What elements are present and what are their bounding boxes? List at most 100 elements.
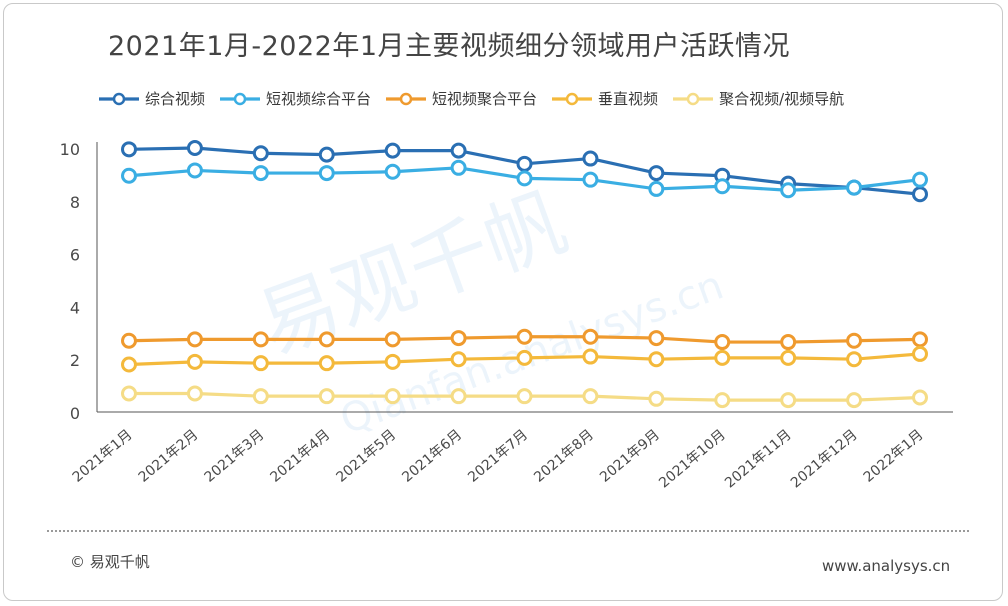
data-point [186, 140, 203, 156]
legend-swatch [99, 92, 139, 105]
data-point [318, 388, 335, 405]
data-point [516, 170, 533, 187]
data-point [846, 392, 863, 409]
data-point [450, 159, 467, 176]
data-point [252, 388, 269, 405]
data-point [582, 171, 599, 188]
data-point [384, 331, 401, 348]
x-tick-label: 2021年1月 [70, 427, 136, 486]
data-point [450, 388, 467, 405]
legend-label: 短视频综合平台 [266, 90, 372, 108]
data-point [121, 141, 137, 158]
data-point [121, 167, 137, 184]
data-point [318, 355, 335, 372]
chart-title: 2021年1月-2022年1月主要视频细分领域用户活跃情况 [108, 31, 791, 62]
data-point [121, 385, 137, 402]
y-tick-label: 6 [70, 246, 80, 265]
data-point [582, 348, 599, 365]
data-point [648, 351, 665, 368]
data-point [384, 163, 401, 180]
data-point [780, 349, 797, 366]
data-point [648, 165, 665, 182]
x-tick-label: 2022年1月 [861, 427, 927, 486]
x-tick-label: 2021年7月 [465, 427, 531, 486]
x-tick-label: 2021年2月 [136, 427, 202, 486]
data-point [912, 345, 928, 362]
data-point [450, 351, 467, 368]
data-point [714, 178, 731, 195]
x-tick-label: 2021年8月 [531, 427, 597, 486]
data-point [384, 142, 401, 159]
legend-label: 垂直视频 [598, 90, 659, 108]
legend-swatch [552, 92, 593, 105]
legend-label: 聚合视频/视频导航 [719, 90, 845, 108]
data-point [516, 155, 533, 172]
data-point [648, 180, 665, 197]
data-point [384, 388, 401, 405]
y-tick-label: 0 [70, 404, 80, 423]
x-tick-label: 2021年6月 [399, 427, 465, 486]
data-point [714, 392, 731, 409]
data-point [780, 182, 797, 199]
data-point [582, 388, 599, 405]
data-point [912, 331, 928, 348]
legend-item: 垂直视频 [551, 88, 658, 109]
data-point [780, 392, 797, 409]
data-point [912, 186, 928, 203]
data-point [516, 328, 533, 345]
data-point [252, 355, 269, 372]
data-point [186, 353, 203, 370]
data-point [252, 165, 269, 182]
chart-legend: 综合视频 短视频综合平台 短视频聚合平台 垂直视频 聚合视频/视频导航 [98, 88, 858, 109]
legend-label: 短视频聚合平台 [432, 90, 538, 108]
legend-item: 短视频聚合平台 [385, 88, 537, 109]
y-tick-label: 2 [70, 351, 80, 370]
footer-divider [47, 530, 969, 532]
data-point [714, 334, 731, 351]
data-point [252, 145, 269, 162]
data-point [186, 331, 203, 348]
site-url: www.analysys.cn [822, 557, 951, 575]
legend-item: 综合视频 [98, 88, 205, 109]
data-point [912, 171, 928, 188]
data-point [846, 351, 863, 368]
legend-label: 综合视频 [145, 90, 206, 108]
legend-swatch [386, 92, 427, 105]
data-point [714, 349, 731, 366]
x-tick-label: 2021年10月 [656, 427, 729, 492]
copyright-text: © 易观千帆 [70, 553, 150, 571]
data-point [516, 349, 533, 366]
legend-swatch [673, 92, 714, 105]
x-tick-label: 2021年3月 [202, 427, 268, 486]
data-point [186, 162, 203, 179]
data-point [318, 165, 335, 182]
y-tick-label: 10 [60, 140, 80, 159]
data-point [846, 332, 863, 349]
data-point [846, 179, 863, 196]
data-point [318, 146, 335, 163]
legend-swatch [220, 92, 261, 105]
x-tick-label: 2021年11月 [722, 427, 795, 492]
data-point [648, 330, 665, 347]
x-tick-label: 2021年5月 [333, 427, 399, 486]
data-point [516, 388, 533, 405]
x-tick-label: 2021年4月 [267, 427, 333, 486]
data-point [450, 142, 467, 159]
chart-frame [3, 3, 1003, 601]
data-point [582, 150, 599, 167]
data-point [252, 331, 269, 348]
data-point [318, 331, 335, 348]
data-point [384, 353, 401, 370]
data-point [648, 390, 665, 407]
y-tick-label: 8 [70, 193, 80, 212]
data-point [912, 389, 928, 406]
data-point [121, 356, 137, 373]
x-tick-label: 2021年9月 [597, 427, 663, 486]
data-point [121, 332, 137, 349]
legend-item: 聚合视频/视频导航 [672, 88, 844, 109]
data-point [450, 330, 467, 347]
x-tick-label: 2021年12月 [788, 427, 861, 492]
data-point [186, 385, 203, 402]
data-point [582, 328, 599, 345]
